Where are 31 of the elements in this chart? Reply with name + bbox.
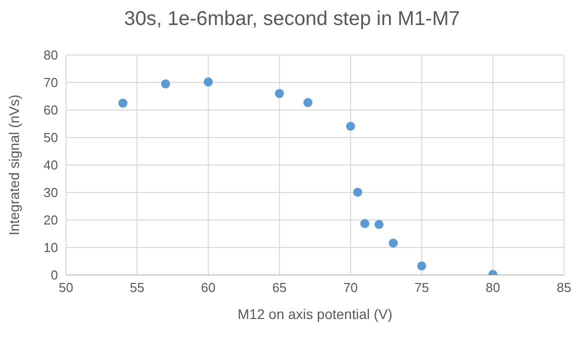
y-tick-label: 10 (44, 240, 58, 256)
y-tick-label: 60 (44, 102, 58, 118)
point (346, 122, 356, 131)
x-tick-label: 50 (58, 280, 74, 296)
point (204, 77, 213, 86)
x-tick-label: 65 (272, 280, 287, 296)
x-tick-label: 85 (556, 280, 572, 296)
point (360, 219, 370, 228)
x-tick-label: 80 (486, 280, 500, 296)
y-tick-label: 70 (44, 75, 58, 90)
point (161, 79, 170, 88)
y-tick-label: 20 (44, 212, 58, 228)
x-tick-label: 75 (414, 280, 429, 296)
x-tick-label: 60 (201, 280, 216, 296)
point (303, 98, 312, 108)
x-axis-title: M12 on axis potential (V) (238, 306, 392, 322)
x-tick-label: 55 (130, 280, 144, 296)
point (374, 220, 384, 229)
point (417, 261, 426, 270)
y-tick-label: 80 (44, 48, 58, 63)
point (388, 238, 398, 248)
point (274, 88, 284, 98)
y-tick-label: 30 (44, 185, 58, 200)
y-tick-label: 50 (44, 130, 58, 146)
chart-title: 30s, 1e-6mbar, second step in M1-M7 (123, 8, 461, 31)
y-tick-label: 40 (44, 158, 58, 173)
point (353, 188, 362, 197)
x-tick-label: 70 (343, 280, 358, 296)
y-tick-label: 0 (50, 268, 58, 283)
point (118, 98, 128, 108)
y-axis-title: Integrated signal (nVs) (6, 94, 22, 236)
